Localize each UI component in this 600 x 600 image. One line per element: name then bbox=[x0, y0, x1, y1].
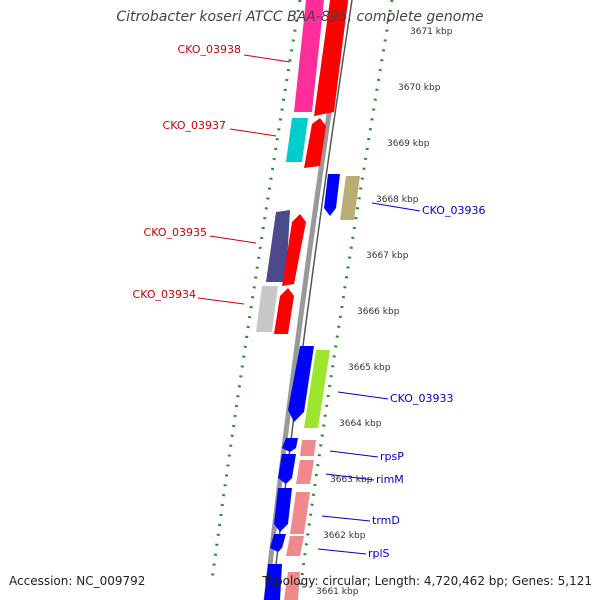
kbp-label: 3671 kbp bbox=[410, 27, 453, 37]
leader-line bbox=[325, 473, 375, 481]
gene-label[interactable]: CKO_03938 bbox=[178, 43, 241, 56]
left-leaders bbox=[197, 54, 291, 305]
cds-CKO_03937[interactable] bbox=[304, 118, 326, 168]
leader-line bbox=[243, 54, 291, 63]
leader-line bbox=[371, 202, 421, 212]
cds-rplS[interactable] bbox=[270, 534, 286, 552]
cds-rimM[interactable] bbox=[278, 454, 296, 484]
gene-label[interactable]: rpsP bbox=[380, 450, 404, 463]
leader-line bbox=[209, 235, 257, 244]
right-genes bbox=[264, 174, 360, 600]
gene-CKO_03935[interactable] bbox=[266, 210, 290, 282]
gene-rpsP[interactable] bbox=[300, 440, 316, 456]
kbp-label: 3666 kbp bbox=[357, 307, 400, 317]
kbp-label: 3670 kbp bbox=[398, 83, 441, 93]
gene-CKO_03936[interactable] bbox=[340, 176, 360, 220]
gene-CKO_03937[interactable] bbox=[286, 118, 308, 162]
right-gene-labels: CKO_03936 CKO_03933 rpsP rimM trmD rplS bbox=[368, 204, 485, 560]
gene-label[interactable]: CKO_03933 bbox=[390, 392, 453, 405]
gene-label[interactable]: trmD bbox=[372, 514, 400, 527]
kbp-label: 3663 kbp bbox=[330, 475, 373, 485]
gene-rplS[interactable] bbox=[286, 536, 304, 556]
cds-CKO_03935[interactable] bbox=[282, 214, 306, 286]
leader-line bbox=[317, 548, 367, 555]
right-leaders bbox=[317, 202, 421, 555]
cds-CKO_03936[interactable] bbox=[324, 174, 340, 216]
left-genes bbox=[256, 0, 348, 334]
cds-partial bbox=[264, 564, 282, 600]
kbp-label: 3661 kbp bbox=[316, 587, 359, 597]
gene-trmD[interactable] bbox=[290, 492, 310, 534]
accession-text: Accession: NC_009792 bbox=[9, 574, 146, 588]
kbp-scale: 3671 kbp 3670 kbp 3669 kbp 3668 kbp 3667… bbox=[316, 27, 453, 597]
leader-line bbox=[197, 297, 245, 305]
leader-line bbox=[229, 128, 277, 137]
gene-CKO_03938[interactable] bbox=[294, 0, 324, 112]
gene-label[interactable]: CKO_03936 bbox=[422, 204, 485, 217]
cds-CKO_03933[interactable] bbox=[288, 346, 314, 422]
gene-CKO_03933[interactable] bbox=[304, 350, 330, 428]
gene-label[interactable]: CKO_03937 bbox=[163, 119, 226, 132]
cds-CKO_03938[interactable] bbox=[314, 0, 348, 116]
kbp-label: 3669 kbp bbox=[387, 139, 430, 149]
gene-partial bbox=[284, 572, 300, 600]
genome-title: Citrobacter koseri ATCC BAA-895, complet… bbox=[116, 9, 484, 25]
gene-rimM[interactable] bbox=[296, 460, 314, 484]
gene-label[interactable]: CKO_03935 bbox=[144, 226, 207, 239]
left-gene-labels: CKO_03938 CKO_03937 CKO_03935 CKO_03934 bbox=[133, 43, 241, 301]
cds-CKO_03934[interactable] bbox=[274, 288, 294, 334]
cds-trmD[interactable] bbox=[274, 488, 292, 532]
kbp-label: 3664 kbp bbox=[339, 419, 382, 429]
gene-label[interactable]: rimM bbox=[376, 473, 404, 486]
leader-line bbox=[337, 391, 389, 400]
kbp-label: 3665 kbp bbox=[348, 363, 391, 373]
cds-rpsP[interactable] bbox=[282, 438, 298, 452]
leader-line bbox=[329, 450, 379, 458]
kbp-label: 3662 kbp bbox=[323, 531, 366, 541]
leader-line bbox=[321, 515, 371, 522]
topology-summary: Topology: circular; Length: 4,720,462 bp… bbox=[262, 574, 592, 588]
kbp-label: 3667 kbp bbox=[366, 251, 409, 261]
gene-label[interactable]: CKO_03934 bbox=[133, 288, 196, 301]
gene-CKO_03934[interactable] bbox=[256, 286, 278, 332]
gene-label[interactable]: rplS bbox=[368, 547, 390, 560]
kbp-label: 3668 kbp bbox=[376, 195, 419, 205]
